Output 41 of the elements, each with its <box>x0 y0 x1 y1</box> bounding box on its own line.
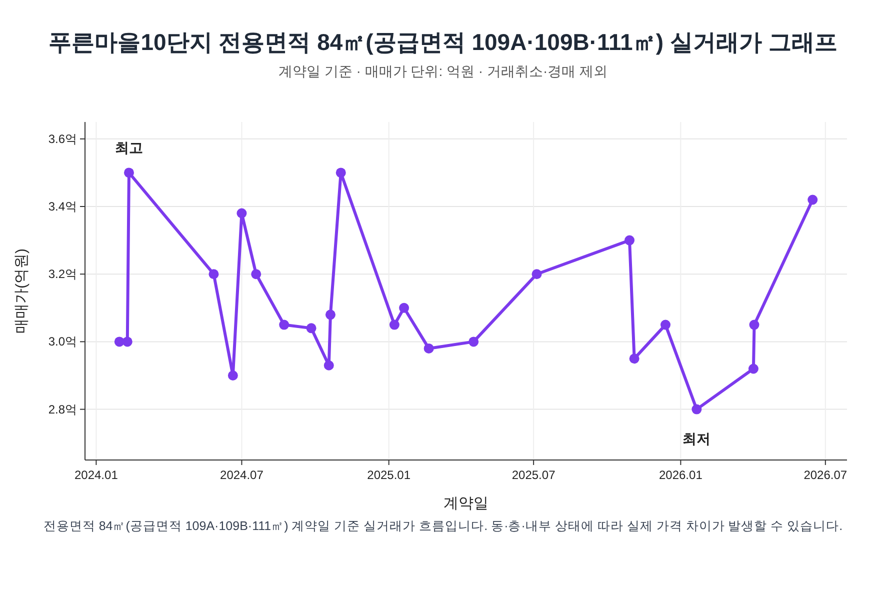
point <box>236 208 247 218</box>
point <box>324 360 334 370</box>
chart-title: 푸른마을10단지 전용면적 84㎡(공급면적 109A·109B·111㎡) 실거래가 그래프 <box>48 29 838 55</box>
chart-subtitle: 계약일 기준 · 매매가 단위: 억원 · 거래취소·경매 제외 <box>278 63 608 79</box>
text: 전용면적 84㎡(공급면적 109A·109B·111㎡) 계약일 기준 실거래가 흐름입니다. 동·층·내부 상태에 따라 실제 가격 차이가 발생할 수 있습니다. <box>43 519 843 533</box>
point <box>532 269 542 280</box>
annotation: 최저 <box>682 430 711 446</box>
point <box>424 343 434 354</box>
point <box>624 235 635 246</box>
y-tick-label: 3.0억 <box>48 334 77 349</box>
x-tick-label: 2025.07 <box>512 468 556 482</box>
point <box>336 168 346 178</box>
x-tick-label: 2026.07 <box>804 468 848 482</box>
point <box>749 320 760 330</box>
point <box>306 323 316 334</box>
point <box>389 320 400 330</box>
point <box>660 320 670 330</box>
point <box>629 354 640 364</box>
point <box>228 370 238 380</box>
annotation: 최고 <box>114 140 143 156</box>
x-tick-label: 2024.01 <box>74 468 118 482</box>
y-axis-title: 매매가(억원) <box>13 248 30 334</box>
point <box>692 404 702 414</box>
point <box>468 336 479 347</box>
point <box>279 320 290 330</box>
point <box>748 364 758 374</box>
point <box>399 302 410 313</box>
y-tick-label: 3.2억 <box>48 267 77 282</box>
x-tick-label: 2025.01 <box>367 468 411 482</box>
x-tick-label: 2026.01 <box>658 468 703 482</box>
y-tick-label: 3.4억 <box>48 200 77 214</box>
x-axis-title: 계약일 <box>444 495 488 512</box>
point <box>251 269 262 280</box>
point <box>808 194 818 205</box>
point <box>122 336 132 347</box>
y-tick-label: 2.8억 <box>48 402 77 416</box>
point <box>208 269 219 280</box>
y-tick-label: 3.6억 <box>48 132 77 146</box>
point <box>325 310 336 320</box>
x-tick-label: 2024.07 <box>220 468 264 482</box>
point <box>124 168 134 178</box>
